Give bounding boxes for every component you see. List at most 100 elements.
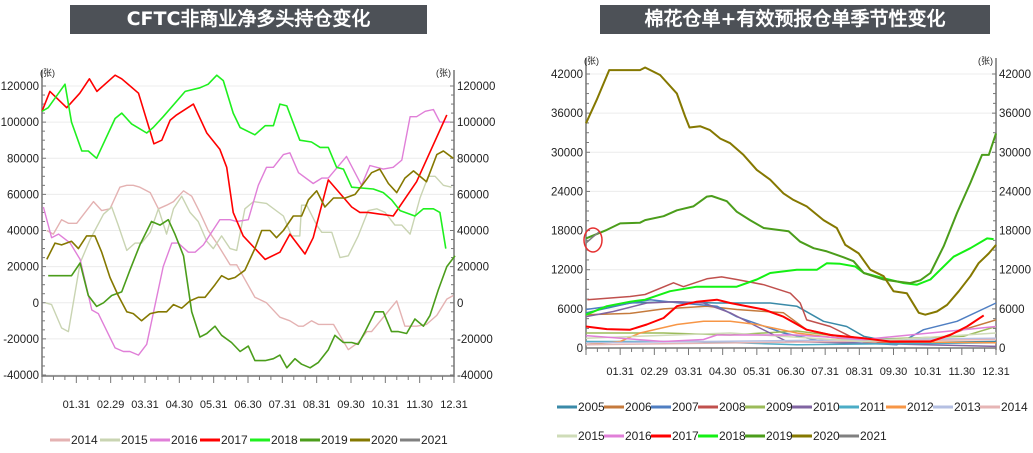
x-tick-label: 11.30 [948,366,975,378]
y-unit-label-left: (张) [40,68,55,78]
y-tick-label-left: 24000 [551,186,583,198]
x-tick-label: 05.31 [200,399,228,411]
y-tick-label-left: 18000 [551,226,583,238]
series-line-2019 [48,218,456,369]
legend-label-2016: 2016 [171,433,198,447]
x-tick-label: 12.31 [982,366,1010,378]
y-tick-label-right: 12000 [999,265,1031,277]
series-line-2020 [585,66,997,316]
legend-label-2018: 2018 [271,433,298,447]
legend-label-2015: 2015 [578,429,605,443]
legend-label-2006: 2006 [625,400,652,414]
x-tick-label: 03.31 [675,366,703,378]
series-line-2016 [585,325,997,343]
chart-title-cftc: CFTC非商业净多头持仓变化 [70,5,427,34]
y-tick-label-right: 60000 [457,189,489,201]
y-tick-label-right: 6000 [999,304,1025,316]
series-line-2017 [41,74,448,261]
legend-label-2017: 2017 [672,429,699,443]
y-tick-label-left: 6000 [557,304,583,316]
series-line-2014 [585,338,997,346]
y-tick-label-left: 60000 [7,189,39,201]
x-tick-label: 05.31 [743,366,771,378]
y-tick-label-right: -20000 [457,334,493,346]
y-tick-label-left: 12000 [551,265,583,277]
legend-label-2020: 2020 [371,433,398,447]
y-tick-label-left: 42000 [551,69,583,81]
y-tick-label-left: 0 [577,343,583,355]
legend-label-2005: 2005 [578,400,605,414]
x-tick-label: 01.31 [606,366,634,378]
y-tick-label-right: 0 [999,343,1005,355]
legend-label-2021: 2021 [860,429,887,443]
y-tick-label-left: 30000 [551,147,583,159]
x-tick-label: 07.31 [811,366,839,378]
x-tick-label: 11.30 [406,399,433,411]
y-tick-label-right: 18000 [999,226,1031,238]
x-tick-label: 10.31 [914,366,942,378]
y-tick-label-right: 42000 [999,69,1031,81]
legend-label-2015: 2015 [121,433,148,447]
series-line-2017 [585,298,985,343]
x-tick-label: 10.31 [372,399,400,411]
x-tick-label: 09.30 [337,399,365,411]
legend-label-2009: 2009 [766,400,793,414]
series-line-2016 [42,108,450,356]
y-tick-label-right: 0 [457,298,463,310]
cftc-net-long-chart: -40000 -40000 -20000 -20000 0 0 20000 20000 4000… [1,68,496,447]
legend-label-2007: 2007 [672,400,699,414]
chart-title-cotton-warrants: 棉花仓单+有效预报仓单季节性变化 [600,5,990,34]
series-line-2015 [585,332,997,343]
legend-label-2018: 2018 [719,429,746,443]
series-line-2019 [585,133,997,285]
x-tick-label: 08.31 [846,366,874,378]
series-line-2015 [45,175,452,333]
y-tick-label-right: 20000 [457,262,489,274]
legend-label-2010: 2010 [813,400,840,414]
legend-label-2012: 2012 [907,400,934,414]
y-tick-label-left: -20000 [3,334,39,346]
series-line-2009 [586,325,997,341]
x-tick-label: 08.31 [303,399,331,411]
legend-label-2008: 2008 [719,400,746,414]
y-unit-label-left: (张) [584,56,599,66]
x-tick-label: 06.30 [234,399,262,411]
y-unit-label-right: (张) [436,68,451,78]
highlight-circle [583,227,603,253]
y-tick-label-left: -40000 [3,370,39,382]
legend-label-2011: 2011 [860,400,886,414]
y-tick-label-right: 40000 [457,226,489,238]
x-tick-label: 04.30 [709,366,737,378]
x-tick-label: 06.30 [777,366,805,378]
series-line-2018 [41,74,447,249]
series-line-2020 [46,150,454,322]
x-tick-label: 03.31 [131,399,159,411]
legend-label-2019: 2019 [766,429,793,443]
y-tick-label-left: 100000 [1,117,39,129]
y-tick-label-right: 80000 [457,153,489,165]
y-tick-label-right: 100000 [457,117,495,129]
legend-label-2016: 2016 [625,429,652,443]
y-tick-label-left: 36000 [551,108,583,120]
legend-label-2014: 2014 [1001,400,1028,414]
x-tick-label: 02.29 [97,399,125,411]
x-tick-label: 09.30 [880,366,908,378]
y-tick-label-right: -40000 [457,370,493,382]
y-tick-label-left: 40000 [7,226,39,238]
x-tick-label: 07.31 [269,399,297,411]
y-tick-label-left: 0 [33,298,39,310]
x-tick-label: 12.31 [440,399,468,411]
legend-label-2013: 2013 [954,400,981,414]
legend-label-2014: 2014 [71,433,98,447]
y-tick-label-left: 20000 [7,262,39,274]
y-tick-label-left: 80000 [7,153,39,165]
series-line-2021 [585,230,601,244]
x-tick-label: 02.29 [641,366,669,378]
legend-label-2017: 2017 [221,433,248,447]
y-tick-label-right: 36000 [999,108,1031,120]
y-tick-label-left: 120000 [1,81,39,93]
y-tick-label-right: 120000 [457,81,495,93]
cotton-warrant-seasonal-chart: 0 0 6000 6000 12000 12000 18000 18000 24000 24000… [551,56,1031,443]
y-tick-label-right: 24000 [999,186,1031,198]
series-line-2018 [585,237,994,316]
